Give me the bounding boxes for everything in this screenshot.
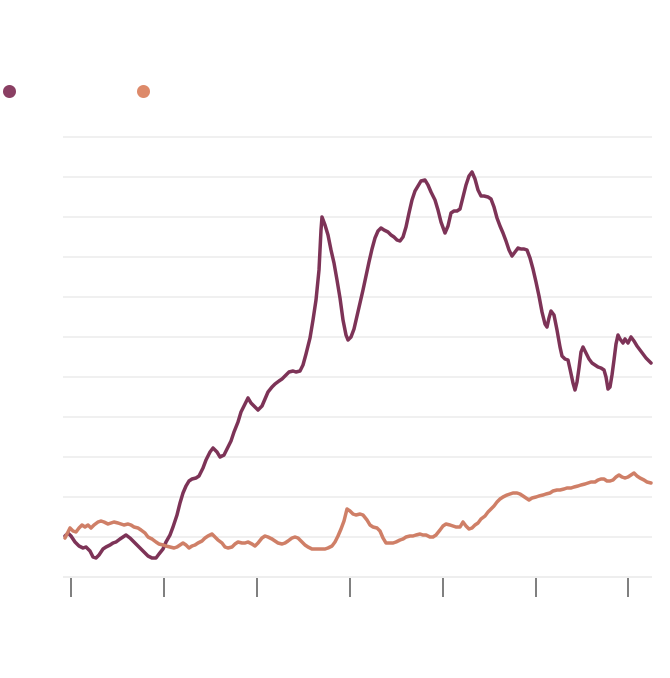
chart-legend — [0, 0, 670, 110]
legend-item-series-1 — [3, 85, 24, 98]
series-2-dot-icon — [137, 85, 150, 98]
legend-item-series-2 — [137, 85, 158, 98]
series-1-purple-line — [63, 170, 653, 560]
series-2-salmon-line — [63, 471, 653, 551]
series-1-dot-icon — [3, 85, 16, 98]
